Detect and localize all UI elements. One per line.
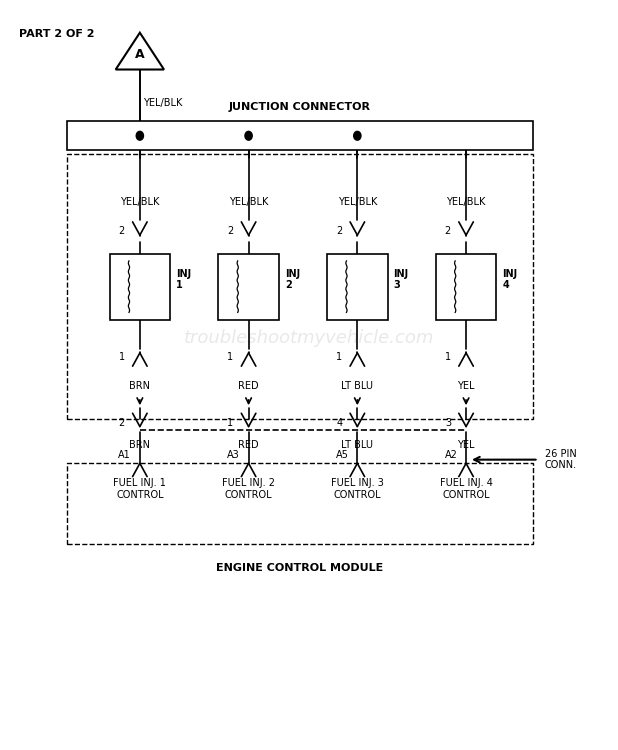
Text: RED: RED bbox=[239, 440, 259, 450]
Text: A3: A3 bbox=[227, 450, 240, 460]
Bar bbox=[67, 464, 533, 544]
Text: LT BLU: LT BLU bbox=[341, 381, 373, 391]
Text: A1: A1 bbox=[119, 450, 131, 460]
Text: INJ
1: INJ 1 bbox=[176, 268, 191, 290]
Text: FUEL INJ. 2
CONTROL: FUEL INJ. 2 CONTROL bbox=[222, 478, 275, 500]
Text: 2: 2 bbox=[227, 226, 234, 236]
Text: BRN: BRN bbox=[129, 381, 150, 391]
Text: A: A bbox=[135, 48, 145, 62]
Bar bbox=[327, 254, 387, 320]
Text: PART 2 OF 2: PART 2 OF 2 bbox=[19, 29, 95, 39]
Text: 1: 1 bbox=[227, 352, 234, 362]
Text: 1: 1 bbox=[227, 418, 234, 428]
Text: INJ
2: INJ 2 bbox=[285, 268, 300, 290]
Polygon shape bbox=[116, 33, 164, 70]
Circle shape bbox=[245, 131, 252, 140]
Text: YEL: YEL bbox=[457, 440, 475, 450]
Bar bbox=[436, 254, 496, 320]
Circle shape bbox=[353, 131, 361, 140]
Text: JUNCTION CONNECTOR: JUNCTION CONNECTOR bbox=[229, 102, 371, 112]
Text: YEL/BLK: YEL/BLK bbox=[446, 197, 486, 207]
Text: A5: A5 bbox=[336, 450, 349, 460]
Text: FUEL INJ. 4
CONTROL: FUEL INJ. 4 CONTROL bbox=[439, 478, 493, 500]
Text: 2: 2 bbox=[119, 226, 125, 236]
Text: FUEL INJ. 3
CONTROL: FUEL INJ. 3 CONTROL bbox=[331, 478, 384, 500]
Text: 4: 4 bbox=[336, 418, 342, 428]
Text: 2: 2 bbox=[336, 226, 342, 236]
Text: FUEL INJ. 1
CONTROL: FUEL INJ. 1 CONTROL bbox=[114, 478, 166, 500]
Text: YEL/BLK: YEL/BLK bbox=[143, 98, 182, 108]
Circle shape bbox=[136, 131, 143, 140]
Bar bbox=[218, 254, 279, 320]
Text: INJ
3: INJ 3 bbox=[394, 268, 408, 290]
Text: A2: A2 bbox=[444, 450, 457, 460]
Text: 2: 2 bbox=[119, 418, 125, 428]
Text: INJ
4: INJ 4 bbox=[502, 268, 517, 290]
Text: troubleshootmyvehicle.com: troubleshootmyvehicle.com bbox=[184, 329, 434, 347]
Text: ENGINE CONTROL MODULE: ENGINE CONTROL MODULE bbox=[216, 562, 384, 573]
Text: 3: 3 bbox=[445, 418, 451, 428]
Bar bbox=[67, 121, 533, 151]
Bar bbox=[109, 254, 170, 320]
Text: 1: 1 bbox=[445, 352, 451, 362]
Text: YEL/BLK: YEL/BLK bbox=[229, 197, 268, 207]
Bar bbox=[67, 154, 533, 419]
Text: LT BLU: LT BLU bbox=[341, 440, 373, 450]
Text: 1: 1 bbox=[119, 352, 125, 362]
Text: 1: 1 bbox=[336, 352, 342, 362]
Text: YEL/BLK: YEL/BLK bbox=[337, 197, 377, 207]
Text: YEL: YEL bbox=[457, 381, 475, 391]
Text: 26 PIN
CONN.: 26 PIN CONN. bbox=[544, 448, 577, 470]
Text: 2: 2 bbox=[445, 226, 451, 236]
Text: YEL/BLK: YEL/BLK bbox=[120, 197, 159, 207]
Text: BRN: BRN bbox=[129, 440, 150, 450]
Text: RED: RED bbox=[239, 381, 259, 391]
